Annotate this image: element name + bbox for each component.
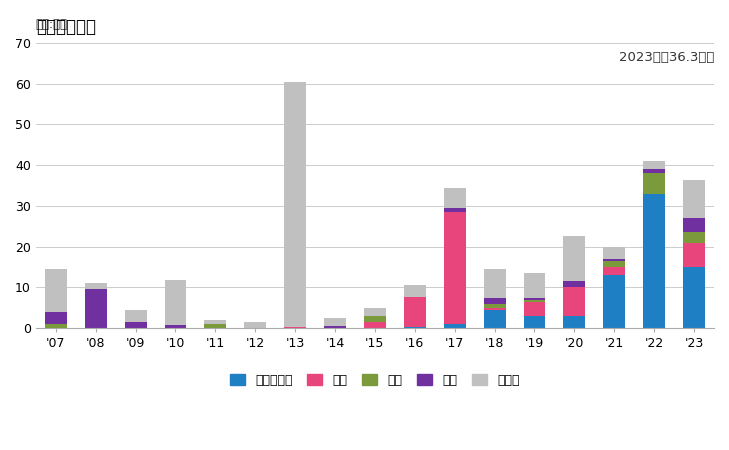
Bar <box>683 267 705 328</box>
Bar <box>444 188 466 208</box>
Bar <box>523 273 545 297</box>
Bar <box>604 247 625 259</box>
Bar <box>604 259 625 261</box>
Legend: フィリピン, 中国, 台湾, 米国, その他: フィリピン, 中国, 台湾, 米国, その他 <box>225 369 525 392</box>
Bar <box>85 284 106 289</box>
Text: 輸出量の抜移: 輸出量の抜移 <box>36 18 95 36</box>
Bar <box>483 269 506 297</box>
Bar <box>284 82 306 327</box>
Bar <box>165 325 187 328</box>
Bar <box>523 302 545 316</box>
Bar <box>604 261 625 267</box>
Bar <box>125 310 147 322</box>
Bar <box>564 281 585 288</box>
Bar <box>523 297 545 300</box>
Text: 2023年：36.3トン: 2023年：36.3トン <box>619 51 714 64</box>
Bar <box>683 243 705 267</box>
Bar <box>604 267 625 275</box>
Bar <box>45 312 67 324</box>
Bar <box>324 318 346 326</box>
Bar <box>483 304 506 308</box>
Bar <box>523 300 545 302</box>
Bar <box>244 322 266 328</box>
Bar <box>604 275 625 328</box>
Bar <box>404 284 426 297</box>
Bar <box>564 288 585 316</box>
Bar <box>564 316 585 328</box>
Bar <box>125 322 147 328</box>
Text: 単位:トン: 単位:トン <box>36 18 68 31</box>
Bar <box>364 316 386 322</box>
Bar <box>45 269 67 312</box>
Bar <box>683 180 705 218</box>
Bar <box>483 297 506 304</box>
Bar <box>404 327 426 328</box>
Bar <box>444 208 466 212</box>
Bar <box>483 308 506 310</box>
Bar <box>643 194 665 328</box>
Bar <box>204 324 226 328</box>
Bar <box>683 232 705 243</box>
Bar <box>364 322 386 328</box>
Bar <box>483 310 506 328</box>
Bar <box>85 289 106 328</box>
Bar <box>683 218 705 232</box>
Bar <box>165 280 187 325</box>
Bar <box>643 169 665 173</box>
Bar <box>284 327 306 328</box>
Bar <box>643 161 665 169</box>
Bar <box>564 236 585 281</box>
Bar <box>523 316 545 328</box>
Bar <box>444 212 466 324</box>
Bar <box>324 326 346 328</box>
Bar <box>404 297 426 327</box>
Bar <box>45 324 67 328</box>
Bar <box>444 324 466 328</box>
Bar <box>643 173 665 194</box>
Bar <box>364 308 386 316</box>
Bar <box>204 320 226 324</box>
